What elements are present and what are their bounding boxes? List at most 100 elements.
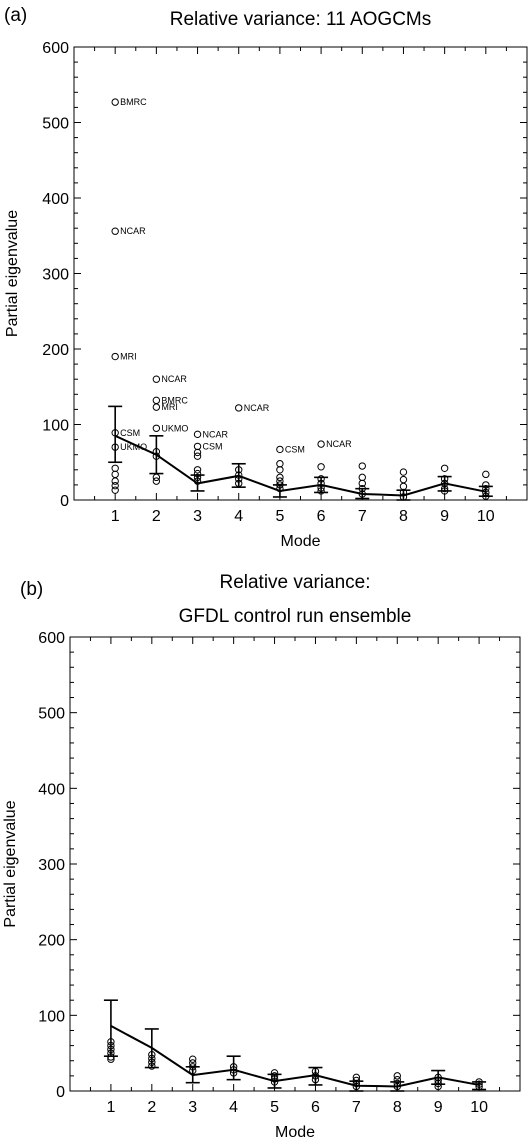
x-tick-label: 7 — [352, 1099, 361, 1116]
x-tick-label: 4 — [229, 1099, 238, 1116]
data-point — [276, 473, 284, 482]
y-tick-label: 400 — [42, 191, 69, 208]
data-point — [111, 477, 119, 485]
y-tick-label: 600 — [38, 630, 65, 647]
data-point — [440, 464, 449, 472]
data-point — [235, 404, 243, 412]
plot-frame — [69, 636, 521, 1092]
data-point — [276, 460, 284, 468]
chart-title-line: Relative variance: 11 AOGCMs — [170, 9, 432, 30]
y-tick-label: 200 — [42, 342, 69, 359]
x-tick-label: 3 — [188, 1099, 197, 1116]
data-point — [482, 470, 490, 479]
error-bar — [472, 1081, 487, 1091]
point-label: CSM — [285, 444, 305, 454]
data-point — [399, 468, 408, 476]
x-axis-label: Mode — [280, 533, 320, 550]
y-axis-label: Partial eigenvalue — [2, 800, 19, 927]
y-tick-label: 100 — [38, 1008, 65, 1025]
panel-a-chart: (a) Relative variance: 11 AOGCMs 0 100 200 30… — [4, 5, 528, 550]
y-tick-label: 500 — [42, 116, 69, 133]
plot-frame — [73, 46, 528, 501]
data-point — [111, 227, 119, 235]
x-tick-label: 4 — [234, 508, 243, 525]
x-tick-label: 10 — [477, 508, 495, 525]
data-point — [152, 375, 161, 383]
point-label: MRI — [161, 402, 178, 412]
y-tick-label: 300 — [42, 267, 69, 284]
x-tick-label: 9 — [440, 508, 449, 525]
x-tick-label: 5 — [270, 1099, 279, 1116]
error-bar — [108, 405, 123, 464]
x-tick-label: 3 — [193, 508, 202, 525]
point-label: BMRC — [120, 97, 147, 107]
data-point — [193, 466, 202, 474]
x-tick-label: 6 — [311, 1099, 320, 1116]
point-label: NCAR — [161, 374, 187, 384]
data-point — [111, 481, 119, 490]
data-point — [111, 98, 119, 106]
data-point — [152, 477, 161, 485]
x-tick-label: 6 — [317, 508, 326, 525]
point-label: BMRC — [161, 395, 188, 405]
data-point — [399, 475, 408, 484]
data-point — [189, 1055, 197, 1063]
point-label: NCAR — [326, 439, 352, 449]
data-point — [193, 430, 202, 439]
data-point — [399, 482, 408, 491]
data-point — [193, 442, 202, 451]
data-point — [152, 403, 161, 411]
y-tick-label: 200 — [38, 933, 65, 950]
point-label: CSM — [120, 428, 140, 438]
point-label: MRI — [120, 352, 137, 362]
x-tick-label: 1 — [106, 1099, 115, 1116]
point-label: NCAR — [203, 429, 229, 439]
data-point — [152, 396, 161, 405]
y-tick-label: 600 — [42, 40, 69, 57]
data-point — [358, 462, 366, 470]
point-label: NCAR — [244, 403, 270, 413]
point-label: UKMO — [120, 442, 147, 452]
x-tick-label: 2 — [152, 508, 161, 525]
x-tick-label: 10 — [470, 1099, 488, 1116]
x-tick-label: 5 — [275, 508, 284, 525]
error-bar — [226, 1055, 241, 1081]
axis-ticks — [69, 636, 521, 1092]
y-tick-label: 100 — [42, 418, 69, 435]
panel-label: (a) — [4, 5, 27, 26]
mean-line — [114, 434, 487, 497]
data-point — [358, 473, 366, 482]
y-tick-label: 0 — [56, 1084, 65, 1101]
point-label: UKMO — [161, 423, 188, 433]
y-tick-label: 0 — [60, 493, 69, 510]
panel-label: (b) — [20, 579, 43, 600]
x-tick-label: 8 — [393, 1099, 402, 1116]
data-point — [393, 1072, 401, 1080]
axis-ticks — [73, 46, 528, 501]
data-point — [111, 470, 119, 479]
data-point — [276, 445, 284, 454]
x-tick-label: 2 — [147, 1099, 156, 1116]
data-point — [358, 479, 366, 488]
data-point — [193, 448, 202, 457]
data-point — [152, 424, 161, 432]
y-tick-label: 400 — [38, 781, 65, 798]
error-bar — [103, 999, 118, 1057]
y-tick-label: 300 — [38, 857, 65, 874]
x-tick-label: 1 — [111, 508, 120, 525]
data-point — [111, 352, 119, 361]
data-point — [317, 463, 325, 471]
data-point — [111, 486, 119, 494]
point-label: CSM — [203, 441, 223, 451]
x-tick-label: 7 — [358, 508, 367, 525]
data-point — [276, 466, 284, 474]
error-bar — [308, 1066, 323, 1086]
y-tick-label: 500 — [38, 706, 65, 723]
data-point — [111, 464, 119, 472]
data-point — [317, 440, 325, 448]
mean-line — [110, 1025, 480, 1088]
x-tick-label: 8 — [399, 508, 408, 525]
chart-title-line: Relative variance: — [219, 572, 370, 593]
x-axis-label: Mode — [275, 1124, 315, 1141]
